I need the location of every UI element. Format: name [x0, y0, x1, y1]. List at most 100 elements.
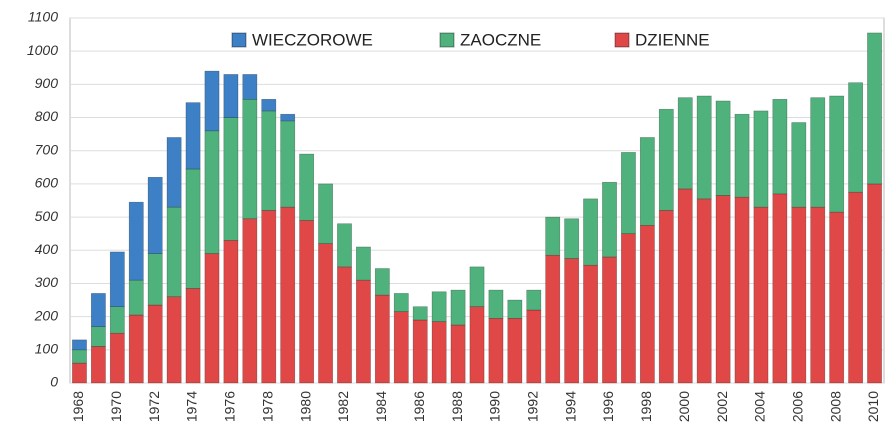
- bar-segment: [602, 256, 617, 384]
- bar-segment: [602, 181, 617, 258]
- y-tick-label: 600: [35, 175, 59, 191]
- x-tick-label: 2004: [752, 391, 768, 422]
- bar-segment: [583, 264, 598, 384]
- bar-segment: [450, 324, 466, 384]
- bar-segment: [128, 201, 144, 281]
- bar-segment: [223, 117, 239, 241]
- bar-segment: [753, 206, 769, 384]
- bar-segment: [166, 137, 182, 208]
- legend-label: DZIENNE: [635, 30, 710, 49]
- bar-segment: [658, 108, 674, 211]
- bar-segment: [412, 319, 428, 384]
- bar-segment: [242, 74, 258, 100]
- bar-segment: [507, 299, 523, 319]
- x-tick-label: 2000: [676, 391, 692, 422]
- bar-segment: [128, 279, 144, 316]
- bar-segment: [772, 193, 788, 384]
- bar-segment: [299, 153, 315, 221]
- x-tick-label: 1976: [222, 391, 238, 422]
- y-tick-label: 400: [35, 241, 59, 257]
- bar-segment: [469, 306, 485, 384]
- bar-segment: [318, 243, 333, 384]
- bar-segment: [715, 195, 731, 384]
- bar-segment: [185, 288, 201, 384]
- bar-segment: [185, 102, 201, 170]
- bar-segment: [639, 137, 655, 226]
- bar-segment: [829, 95, 845, 213]
- y-tick-label: 300: [35, 274, 59, 290]
- bar-segment: [469, 266, 485, 307]
- bar-segment: [867, 183, 882, 384]
- bar-segment: [791, 122, 807, 208]
- bar-segment: [72, 349, 87, 364]
- bar-segment: [337, 266, 352, 384]
- bar-segment: [261, 210, 277, 384]
- bar-segment: [242, 98, 258, 220]
- bar-segment: [147, 253, 163, 306]
- bar-segment: [431, 321, 447, 384]
- bar-segment: [261, 98, 277, 112]
- bar-segment: [431, 291, 447, 322]
- x-tick-label: 1982: [335, 391, 351, 422]
- bar-segment: [848, 82, 864, 193]
- x-tick-label: 1978: [259, 391, 275, 422]
- x-tick-label: 1980: [297, 391, 313, 422]
- y-tick-label: 500: [35, 208, 59, 224]
- x-tick-label: 2008: [827, 391, 843, 422]
- bar-segment: [166, 206, 182, 298]
- bar-segment: [90, 326, 106, 347]
- x-tick-label: 1992: [524, 391, 540, 422]
- bar-segment: [791, 206, 807, 384]
- bar-segment: [147, 304, 163, 384]
- bar-segment: [734, 113, 750, 198]
- bar-segment: [337, 223, 352, 268]
- bar-segment: [583, 198, 598, 266]
- bar-segment: [374, 268, 390, 296]
- bar-segment: [393, 311, 409, 384]
- bar-segment: [72, 362, 87, 384]
- bar-segment: [848, 191, 864, 384]
- x-tick-label: 1988: [449, 391, 465, 422]
- x-tick-label: 2010: [865, 391, 881, 422]
- legend-swatch: [231, 32, 247, 48]
- x-tick-label: 1990: [487, 391, 503, 422]
- x-tick-label: 1972: [146, 391, 162, 422]
- x-tick-label: 1970: [108, 391, 124, 422]
- bar-segment: [72, 339, 87, 351]
- x-tick-label: 1996: [600, 391, 616, 422]
- bar-segment: [109, 251, 125, 307]
- bar-segment: [658, 210, 674, 384]
- x-tick-label: 1968: [70, 391, 86, 422]
- bar-segment: [677, 188, 693, 384]
- bar-segment: [696, 95, 712, 200]
- legend-swatch: [614, 32, 630, 48]
- bar-segment: [810, 97, 826, 208]
- bar-segment: [90, 346, 106, 384]
- y-tick-label: 100: [35, 341, 59, 357]
- bar-segment: [545, 216, 561, 256]
- bar-segment: [772, 98, 788, 195]
- bar-segment: [545, 254, 561, 384]
- bar-segment: [128, 314, 144, 384]
- bar-segment: [242, 218, 258, 384]
- bar-segment: [488, 289, 504, 319]
- bar-segment: [166, 296, 182, 384]
- bar-segment: [526, 309, 542, 384]
- bar-segment: [621, 233, 636, 384]
- bar-segment: [356, 279, 371, 384]
- x-tick-label: 1998: [638, 391, 654, 422]
- x-tick-label: 1974: [184, 391, 200, 422]
- bar-segment: [450, 289, 466, 326]
- legend-label: WIECZOROWE: [252, 30, 373, 49]
- bar-segment: [753, 110, 769, 208]
- x-tick-label: 2002: [714, 391, 730, 422]
- bar-segment: [734, 196, 750, 384]
- bar-segment: [223, 240, 239, 384]
- bar-segment: [412, 306, 428, 321]
- y-tick-label: 1100: [28, 9, 58, 25]
- y-tick-label: 800: [35, 108, 59, 124]
- bar-segment: [204, 130, 220, 254]
- bar-segment: [280, 206, 296, 384]
- bar-segment: [564, 258, 580, 384]
